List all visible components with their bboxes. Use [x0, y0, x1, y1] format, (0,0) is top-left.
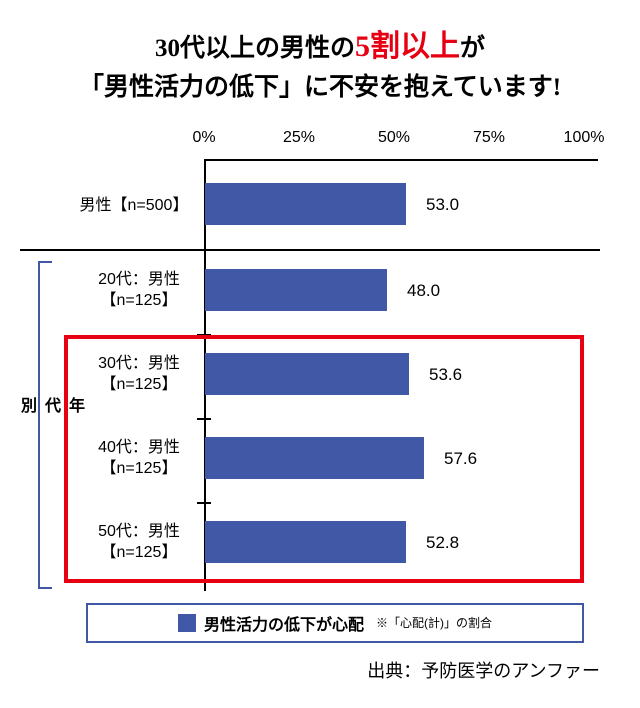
bar-value-20s: 48.0 [407, 281, 440, 301]
row-label-20s: 20代：男性 【n=125】 [80, 269, 198, 312]
title-line2: 「男性活力の低下」に不安を抱えています! [79, 74, 561, 101]
title-highlight: 5割以上 [355, 30, 460, 63]
bar-20s [205, 269, 387, 311]
xtick-50: 50% [378, 129, 410, 147]
headline: 30代以上の男性の5割以上が 「男性活力の低下」に不安を抱えています! [0, 0, 640, 107]
highlight-box [64, 335, 584, 583]
title-line1-post: が [460, 35, 485, 62]
legend-swatch [178, 614, 196, 632]
row-label-all: 男性【n=500】 [70, 195, 198, 217]
separator-line [20, 249, 600, 251]
xtick-25: 25% [283, 129, 315, 147]
bar-value-all: 53.0 [426, 195, 459, 215]
xtick-100: 100% [564, 129, 605, 147]
xtick-75: 75% [473, 129, 505, 147]
legend-sub-text: ※「心配(計)」の割合 [376, 614, 492, 631]
source-text: 出典：予防医学のアンファー [367, 657, 600, 683]
bar-all [205, 183, 406, 225]
xtick-0: 0% [192, 129, 215, 147]
age-group-bracket [38, 261, 52, 589]
legend: 男性活力の低下が心配 ※「心配(計)」の割合 [86, 603, 584, 643]
title-line1-pre: 30代以上の男性の [155, 35, 355, 62]
legend-main-text: 男性活力の低下が心配 [204, 611, 364, 635]
axis-top-line [204, 159, 598, 161]
